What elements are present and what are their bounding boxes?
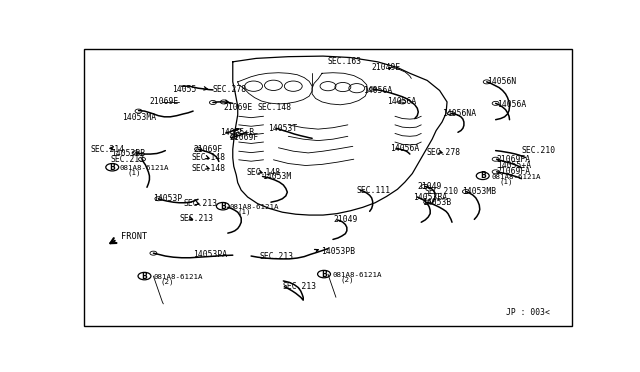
Text: SEC.213: SEC.213 <box>111 155 145 164</box>
Text: 081A8-6121A: 081A8-6121A <box>154 274 203 280</box>
Text: 21069E: 21069E <box>150 97 179 106</box>
FancyBboxPatch shape <box>84 49 572 326</box>
Text: 14053T: 14053T <box>269 124 298 133</box>
Text: SEC.213: SEC.213 <box>260 251 294 260</box>
Text: 14053BA: 14053BA <box>413 193 447 202</box>
Text: B: B <box>109 163 115 172</box>
Text: 14053B: 14053B <box>422 198 451 207</box>
Text: 14056A: 14056A <box>390 144 419 153</box>
Text: 21069F: 21069F <box>193 145 222 154</box>
Text: SEC.148: SEC.148 <box>257 103 292 112</box>
Text: 14053P: 14053P <box>154 194 182 203</box>
Text: B: B <box>480 171 486 180</box>
Text: 21069E: 21069E <box>224 103 253 112</box>
Text: SEC.163: SEC.163 <box>328 57 362 66</box>
Text: (1): (1) <box>499 178 513 185</box>
Text: 14055: 14055 <box>172 84 196 93</box>
Text: 14053MA: 14053MA <box>122 113 156 122</box>
Text: SEC.278: SEC.278 <box>426 148 460 157</box>
Text: (2): (2) <box>161 279 174 285</box>
Text: 14053BB: 14053BB <box>111 149 145 158</box>
Text: 21069F: 21069F <box>230 133 259 142</box>
Text: SEC.278: SEC.278 <box>213 84 247 93</box>
Text: 21069FA: 21069FA <box>497 167 531 176</box>
Text: SEC.213: SEC.213 <box>282 282 317 291</box>
Text: (1): (1) <box>127 170 141 176</box>
Text: SEC.148: SEC.148 <box>191 164 226 173</box>
Text: SEC.148: SEC.148 <box>191 153 226 162</box>
Text: (2): (2) <box>340 276 354 283</box>
Text: 081A8-6121A: 081A8-6121A <box>120 166 169 171</box>
Text: 14056N: 14056N <box>486 77 516 86</box>
Text: 21049E: 21049E <box>372 63 401 72</box>
Text: SEC.214: SEC.214 <box>91 145 125 154</box>
Text: (1): (1) <box>237 209 251 215</box>
Text: 081A8-6121A: 081A8-6121A <box>230 204 279 210</box>
Text: 14056NA: 14056NA <box>442 109 476 118</box>
Text: 14053PB: 14053PB <box>321 247 356 256</box>
Text: 14055+B: 14055+B <box>220 128 255 137</box>
Text: 14056A: 14056A <box>497 100 526 109</box>
Text: 14053PA: 14053PA <box>193 250 227 259</box>
Text: 081A8-6121A: 081A8-6121A <box>492 174 541 180</box>
Text: SEC.213: SEC.213 <box>179 214 213 223</box>
Text: SEC.210: SEC.210 <box>425 187 459 196</box>
Text: SEC.148: SEC.148 <box>246 168 280 177</box>
Text: SEC.111: SEC.111 <box>356 186 391 195</box>
Text: 14053M: 14053M <box>262 172 292 181</box>
Text: 21049: 21049 <box>417 182 442 191</box>
Text: 14056A: 14056A <box>363 86 392 95</box>
Text: 14053MB: 14053MB <box>462 187 496 196</box>
Text: B: B <box>141 272 147 280</box>
Text: 14055+A: 14055+A <box>497 161 531 170</box>
Text: SEC.213: SEC.213 <box>183 199 218 208</box>
Text: 21069FA: 21069FA <box>497 155 531 164</box>
Text: JP : 003<: JP : 003< <box>506 308 550 317</box>
Text: 081A8-6121A: 081A8-6121A <box>333 272 383 278</box>
Text: B: B <box>220 202 226 211</box>
Text: 21049: 21049 <box>333 215 357 224</box>
Text: FRONT: FRONT <box>121 232 147 241</box>
Text: B: B <box>321 270 327 279</box>
Text: 14056A: 14056A <box>388 97 417 106</box>
Text: SEC.210: SEC.210 <box>522 146 556 155</box>
